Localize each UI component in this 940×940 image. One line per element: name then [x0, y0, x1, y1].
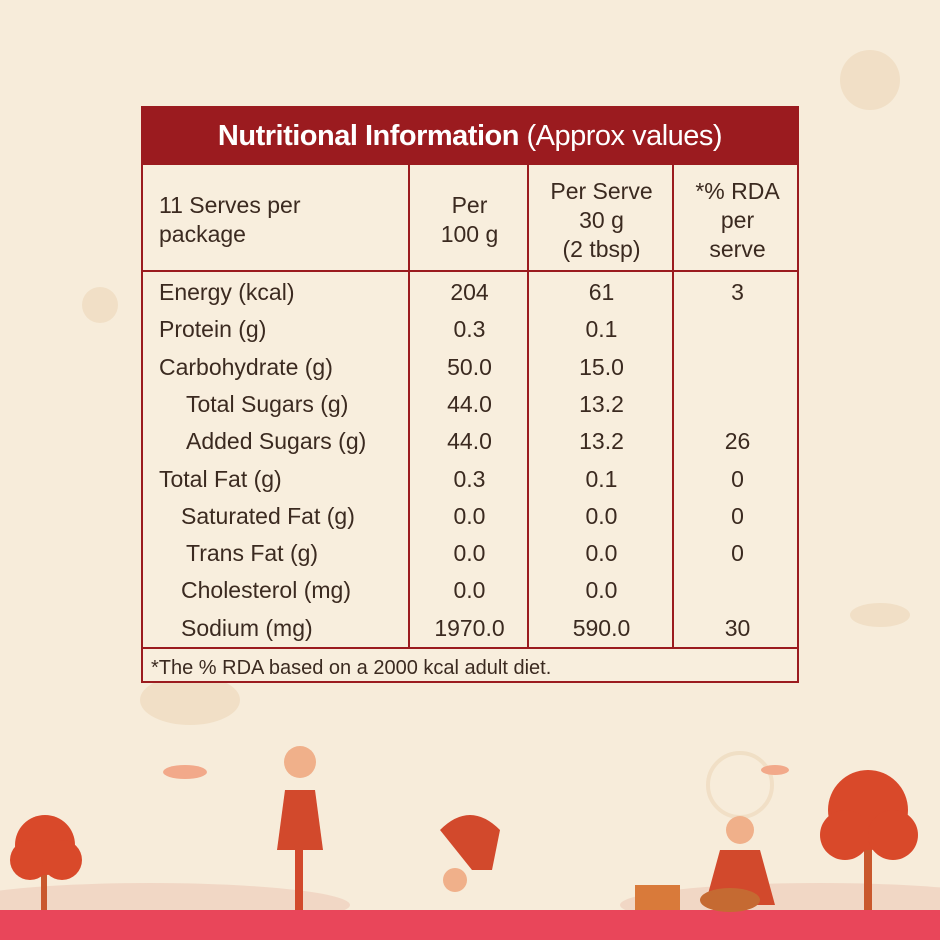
table-row: Energy (kcal) 204 61 3	[143, 274, 797, 311]
rda: 0	[731, 540, 744, 567]
per-100g: 0.3	[453, 316, 486, 343]
header-line: 100 g	[440, 221, 499, 247]
row-rule	[143, 270, 797, 272]
per-serve: 13.2	[579, 428, 624, 455]
per-serve: 15.0	[579, 353, 624, 380]
column-rule	[672, 165, 674, 649]
per-serve: 0.1	[585, 465, 618, 492]
header-line: Per Serve	[550, 177, 653, 204]
column-rule	[527, 165, 529, 649]
table-row: Total Sugars (g) 44.0 13.2	[143, 386, 797, 423]
rda: 3	[731, 279, 744, 305]
per-serve: 0.0	[585, 502, 618, 529]
header-line: Per	[451, 192, 488, 218]
row-label: Sodium (mg)	[181, 614, 313, 641]
per-serve: 0.0	[585, 577, 618, 604]
row-label: Protein (g)	[159, 316, 267, 343]
header-line: 11 Serves per	[159, 192, 301, 218]
per-100g: 50.0	[447, 353, 492, 380]
per-serve: 590.0	[572, 614, 631, 641]
table-row: Trans Fat (g) 0.0 0.0 0	[143, 535, 797, 572]
row-label: Cholesterol (mg)	[181, 577, 351, 604]
per-100g: 204	[450, 279, 489, 305]
row-label: Energy (kcal)	[159, 279, 295, 305]
table-row: Added Sugars (g) 44.0 13.2 26	[143, 423, 797, 460]
table-row: Cholesterol (mg) 0.0 0.0	[143, 572, 797, 609]
per-100g: 0.0	[453, 540, 486, 567]
table-row: Carbohydrate (g) 50.0 15.0	[143, 349, 797, 386]
per-serve: 0.1	[585, 316, 618, 343]
header-line: package	[159, 221, 246, 247]
column-rule	[408, 165, 410, 649]
footnote: *The % RDA based on a 2000 kcal adult di…	[151, 657, 552, 679]
header-line: *% RDA	[695, 177, 780, 204]
per-100g: 44.0	[447, 428, 492, 455]
rda: 0	[731, 465, 744, 492]
header-cell: Per 100 g	[410, 168, 529, 272]
header-cell: Per Serve 30 g (2 tbsp)	[529, 168, 674, 272]
rda: 26	[724, 428, 751, 455]
per-serve: 0.0	[585, 540, 618, 567]
header-cell: 11 Serves per package	[159, 168, 399, 272]
header-cell: *% RDA per serve	[674, 168, 801, 272]
table-row: Protein (g) 0.3 0.1	[143, 311, 797, 348]
row-label: Trans Fat (g)	[186, 540, 319, 567]
row-label: Saturated Fat (g)	[181, 502, 355, 529]
rda: 30	[724, 614, 751, 641]
row-label: Carbohydrate (g)	[159, 353, 333, 380]
per-100g: 0.0	[453, 502, 486, 529]
table-title: Nutritional Information (Approx values)	[143, 108, 797, 165]
table-row: Sodium (mg) 1970.0 590.0 30	[143, 610, 797, 647]
per-serve: 61	[588, 279, 615, 305]
header-line: serve	[709, 235, 766, 262]
rda: 0	[731, 502, 744, 529]
title-main: Nutritional Information	[217, 120, 520, 152]
row-label: Total Fat (g)	[159, 465, 282, 492]
row-rule	[143, 647, 797, 649]
row-label: Total Sugars (g)	[186, 390, 349, 417]
per-100g: 0.3	[453, 465, 486, 492]
header-line: 30 g	[579, 206, 624, 233]
table-row: Saturated Fat (g) 0.0 0.0 0	[143, 498, 797, 535]
table-row: Total Fat (g) 0.3 0.1 0	[143, 461, 797, 498]
per-serve: 13.2	[579, 390, 624, 417]
per-100g: 0.0	[453, 577, 486, 604]
title-sub: (Approx values)	[526, 120, 723, 152]
header-line: per	[720, 206, 755, 233]
per-100g: 44.0	[447, 390, 492, 417]
per-100g: 1970.0	[434, 614, 505, 641]
row-label: Added Sugars (g)	[186, 428, 367, 455]
header-line: (2 tbsp)	[562, 235, 641, 262]
nutrition-table: Nutritional Information (Approx values) …	[141, 106, 799, 683]
